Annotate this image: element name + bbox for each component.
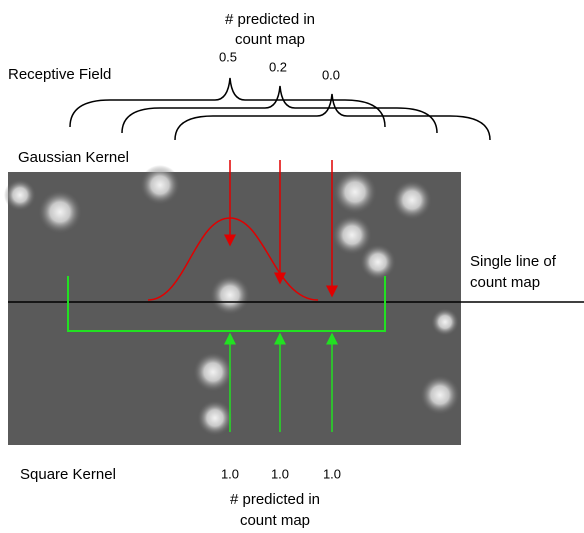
gaussian-kernel-label: Gaussian Kernel [18,149,129,166]
single-line-label: Single line of [470,253,557,270]
gaussian-value: 0.2 [269,59,287,74]
receptive-field-label: Receptive Field [8,66,111,83]
green-arrows [224,332,338,432]
top-label-line: count map [235,31,305,48]
single-line-label: count map [470,274,540,291]
square-value: 1.0 [221,466,239,481]
square-value: 1.0 [323,466,341,481]
bottom-label-line: count map [240,512,310,529]
square-value: 1.0 [271,466,289,481]
bottom-label-line: # predicted in [230,491,320,508]
braces [69,77,491,141]
image [4,165,461,445]
gaussian-value: 0.5 [219,49,237,64]
red-arrows [224,160,338,298]
gaussian-value: 0.0 [322,67,340,82]
square-kernel-label: Square Kernel [20,466,116,483]
top-label-line: # predicted in [225,11,315,28]
square-bracket [67,276,386,332]
